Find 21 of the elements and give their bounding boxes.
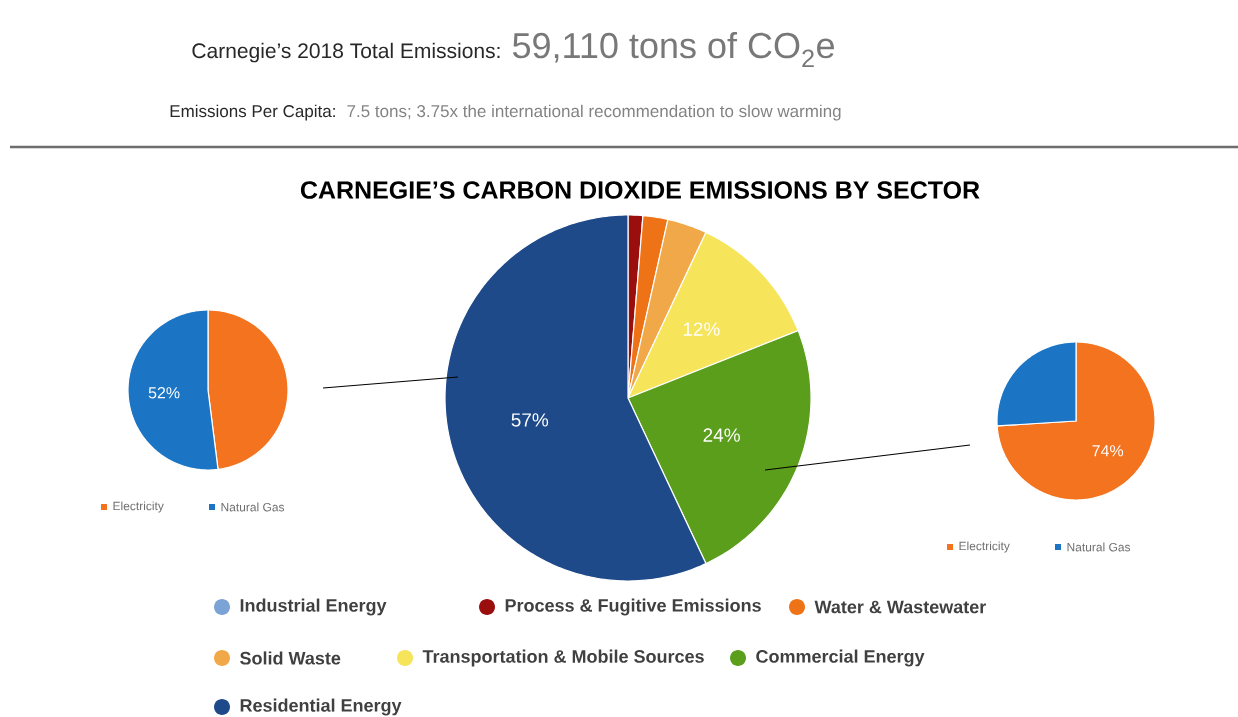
- data-label: 12%: [683, 322, 720, 336]
- legend-label: Solid Waste: [240, 651, 341, 665]
- text: Emissions Per Capita:: [170, 104, 335, 121]
- legend-label: Industrial Energy: [240, 598, 387, 616]
- text: Carnegie’s 2018 Total Emissions:: [192, 42, 500, 63]
- legend-label: Natural Gas: [221, 502, 285, 512]
- data-label: 52%: [148, 387, 180, 399]
- legend-label: Electricity: [113, 501, 164, 513]
- legend-label: Commercial Energy: [756, 649, 925, 667]
- legend-label: Water & Wastewater: [814, 600, 986, 614]
- legend-label: Electricity: [959, 541, 1010, 553]
- text: 59,110 tons of CO$_{2}$e: [512, 31, 834, 68]
- data-label: 74%: [1092, 445, 1124, 457]
- text: 7.5 tons; 3.75x the international recommendation to slow warming: [347, 104, 841, 121]
- legend-label: Transportation & Mobile Sources: [422, 649, 704, 667]
- legend-label: Natural Gas: [1067, 542, 1131, 552]
- data-label: 24%: [703, 428, 740, 442]
- data-label: 57%: [511, 413, 549, 427]
- chart-title: CARNEGIE’S CARBON DIOXIDE EMISSIONS BY SECTOR: [300, 181, 980, 199]
- legend-label: Residential Energy: [240, 698, 402, 716]
- legend-label: Process & Fugitive Emissions: [505, 598, 761, 616]
